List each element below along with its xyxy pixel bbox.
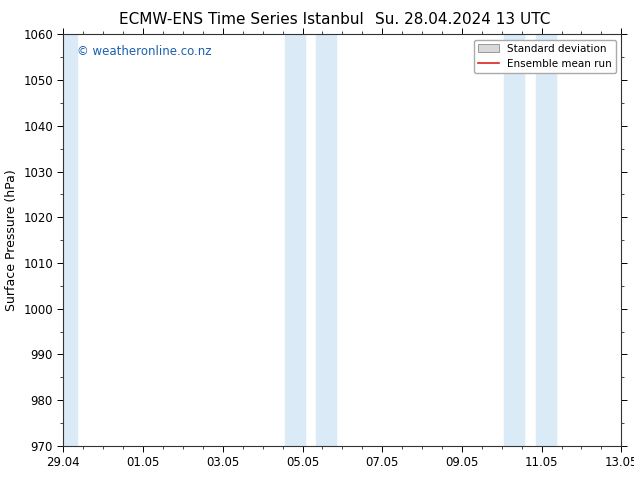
Bar bbox=[60, 34, 77, 446]
Bar bbox=[504, 34, 524, 446]
Y-axis label: Surface Pressure (hPa): Surface Pressure (hPa) bbox=[4, 169, 18, 311]
Text: Su. 28.04.2024 13 UTC: Su. 28.04.2024 13 UTC bbox=[375, 12, 550, 27]
Text: ECMW-ENS Time Series Istanbul: ECMW-ENS Time Series Istanbul bbox=[119, 12, 363, 27]
Text: © weatheronline.co.nz: © weatheronline.co.nz bbox=[77, 45, 212, 58]
Bar bbox=[316, 34, 337, 446]
Legend: Standard deviation, Ensemble mean run: Standard deviation, Ensemble mean run bbox=[474, 40, 616, 73]
Bar bbox=[285, 34, 304, 446]
Bar bbox=[536, 34, 555, 446]
